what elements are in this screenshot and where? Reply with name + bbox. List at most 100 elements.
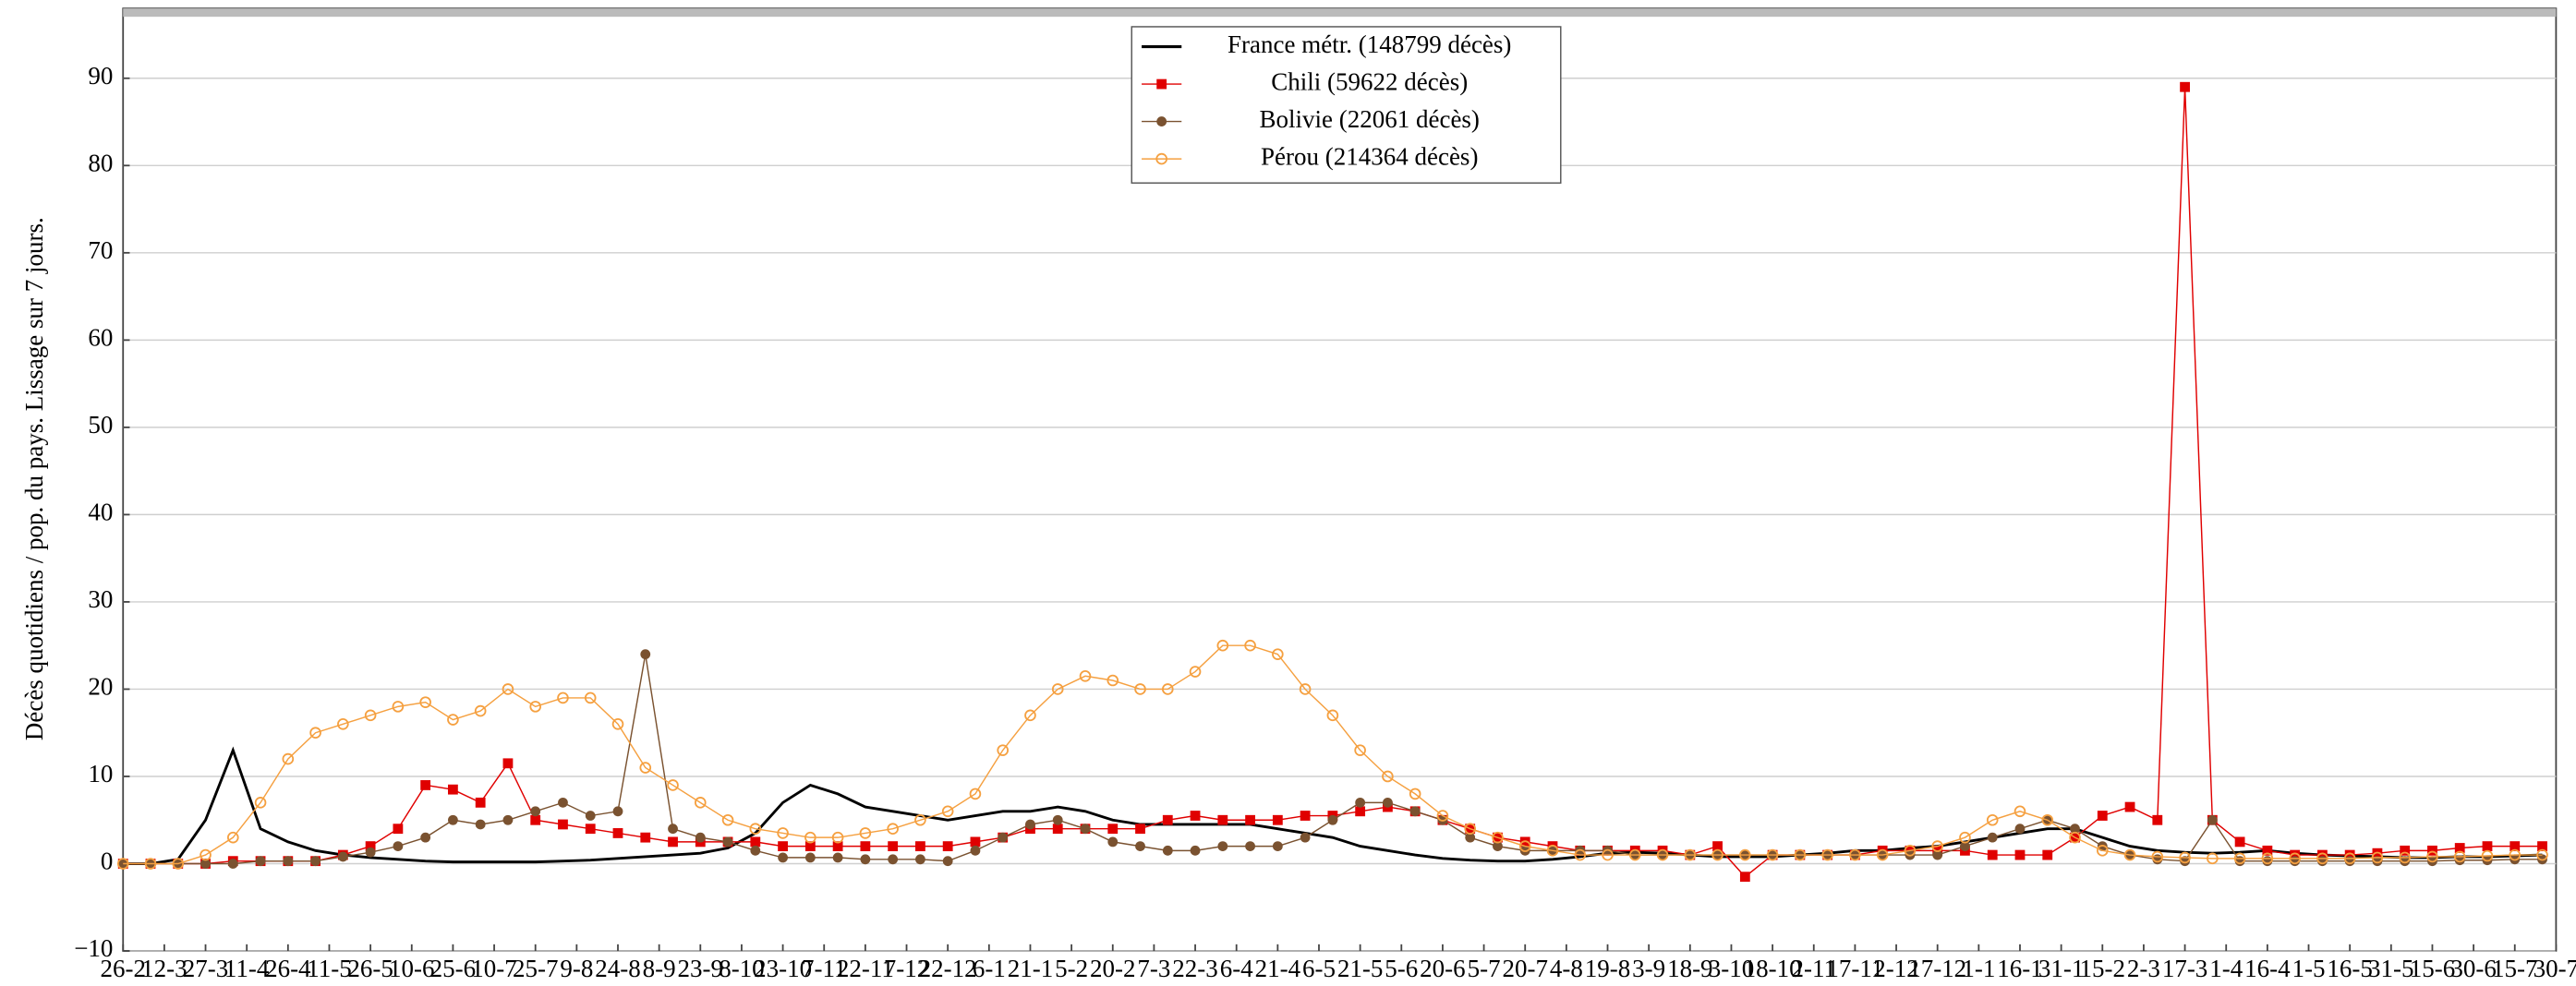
x-tick-label: 6-4 [1220, 955, 1253, 982]
x-tick-label: 31-5 [2368, 955, 2414, 982]
data-point [1959, 831, 1971, 844]
data-point [2041, 813, 2054, 826]
data-point [1464, 823, 1476, 836]
data-point [2509, 848, 2522, 861]
series-2 [117, 649, 2547, 869]
data-point [1904, 845, 1917, 857]
x-tick-label: 2-3 [2127, 955, 2160, 982]
data-point [860, 854, 871, 865]
data-point [475, 819, 486, 830]
data-point [337, 851, 348, 862]
data-point [2234, 836, 2245, 848]
data-point [639, 762, 652, 774]
data-point [1135, 824, 1145, 835]
x-tick-label: 11-4 [224, 955, 270, 982]
data-point [2509, 841, 2521, 852]
data-point [1272, 841, 1283, 852]
x-tick-label: 26-4 [265, 955, 311, 982]
data-point [1189, 666, 1202, 678]
data-point [530, 814, 541, 825]
data-point [694, 797, 707, 809]
y-tick-label: 80 [88, 150, 113, 177]
data-point [2123, 848, 2136, 861]
data-point [1190, 811, 1201, 821]
data-point [1876, 848, 1889, 861]
data-point [1628, 848, 1641, 861]
x-tick-label: 16-1 [1997, 955, 2042, 982]
data-point [1052, 824, 1063, 835]
data-point [1493, 841, 1503, 852]
data-point [585, 811, 596, 821]
data-point [804, 841, 816, 852]
x-tick-label: 2-11 [1792, 955, 1837, 982]
data-point [2014, 805, 2026, 818]
data-point [612, 806, 623, 817]
data-point [998, 832, 1009, 843]
data-point [1465, 832, 1476, 843]
y-tick-label: 40 [88, 499, 113, 526]
x-tick-label: 6-1 [973, 955, 1006, 982]
data-point [722, 836, 733, 848]
data-point [2207, 852, 2219, 865]
data-point [1190, 845, 1201, 856]
x-tick-label: 22-12 [919, 955, 977, 982]
x-tick-label: 7-12 [884, 955, 930, 982]
x-tick-label: 10-7 [471, 955, 517, 982]
data-point [2453, 850, 2466, 863]
x-tick-label: 1-1 [1962, 955, 1995, 982]
data-point [474, 704, 487, 717]
data-point [309, 727, 321, 740]
data-point [1987, 832, 1998, 843]
data-point [1986, 813, 1999, 826]
data-point [584, 691, 597, 704]
x-tick-label: 30-7 [2534, 955, 2576, 982]
data-point [1299, 683, 1312, 695]
data-point [227, 859, 238, 869]
legend-label: Pérou (214364 décès) [1261, 142, 1478, 170]
legend-marker [1156, 78, 1167, 90]
data-point [283, 856, 294, 867]
x-tick-label: 7-11 [802, 955, 847, 982]
data-point [804, 831, 816, 844]
data-point [1987, 849, 1998, 860]
data-point [1684, 848, 1697, 861]
data-point [2537, 841, 2547, 852]
data-point [2454, 855, 2465, 866]
data-point [1135, 841, 1145, 852]
data-point [1849, 848, 1861, 861]
x-tick-label: 4-8 [1550, 955, 1583, 982]
data-point [2372, 856, 2383, 867]
data-point [255, 856, 266, 867]
x-tick-label: 7-3 [1137, 955, 1170, 982]
data-point [1217, 841, 1228, 852]
y-tick-label: 10 [88, 760, 113, 788]
data-point [970, 836, 981, 848]
data-point [888, 854, 899, 865]
data-point [1080, 824, 1091, 835]
data-point [419, 696, 431, 708]
data-point [2207, 814, 2218, 825]
y-tick-label: 60 [88, 324, 113, 352]
data-point [1960, 841, 1970, 852]
x-tick-label: 1-4 [2209, 955, 2243, 982]
x-tick-label: 19-8 [1585, 955, 1631, 982]
x-tick-label: 17-3 [2162, 955, 2208, 982]
data-point [337, 717, 349, 730]
data-point [172, 858, 185, 870]
x-tick-label: 21-4 [1255, 955, 1301, 982]
data-point [116, 858, 129, 870]
data-point [1051, 683, 1064, 695]
x-tick-label: 20-7 [1502, 955, 1548, 982]
data-point [611, 717, 624, 730]
x-tick-label: 26-2 [100, 955, 146, 982]
y-tick-label: 70 [88, 236, 113, 264]
x-tick-label: 21-5 [1337, 955, 1384, 982]
data-point [888, 841, 899, 852]
data-point [502, 758, 514, 769]
legend-box [1131, 26, 1562, 184]
data-point [1409, 806, 1421, 817]
data-point [2371, 851, 2384, 864]
data-point [392, 701, 405, 713]
y-tick-label: 20 [88, 673, 113, 701]
data-point [2316, 852, 2328, 865]
